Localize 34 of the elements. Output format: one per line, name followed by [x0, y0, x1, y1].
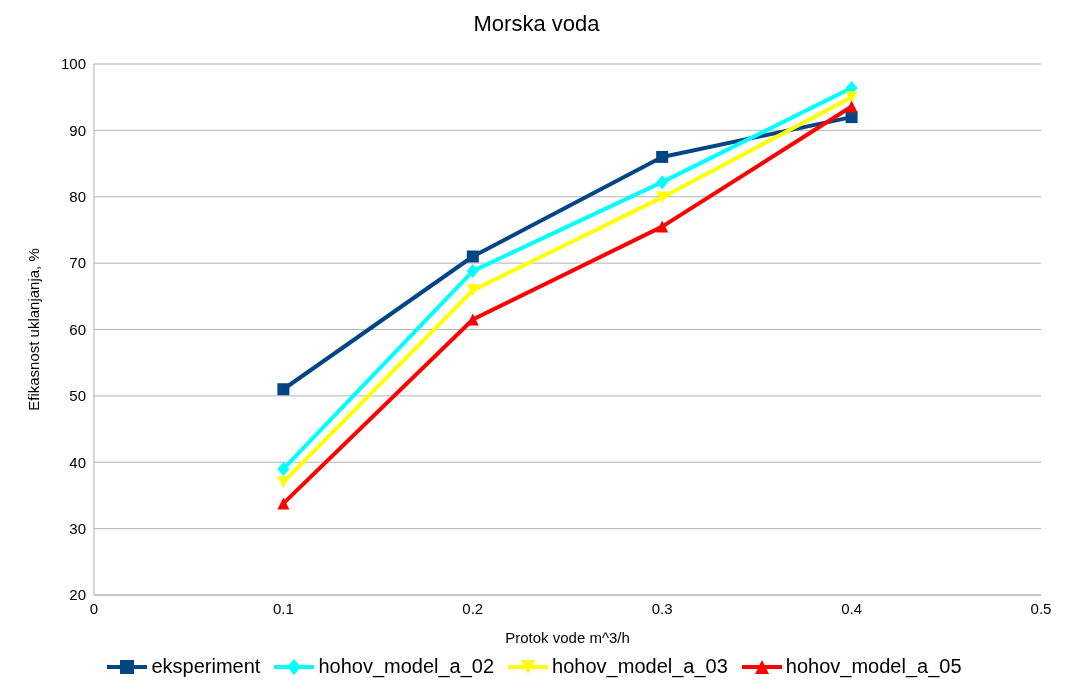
y-tick-label: 90	[69, 121, 86, 139]
legend-label: hohov_model_a_05	[784, 655, 962, 678]
x-tick-label: 0.5	[1030, 599, 1052, 617]
point	[656, 175, 669, 190]
y-tick-label: 30	[69, 519, 86, 537]
x-axis-title: Protok vode m^3/h	[505, 629, 630, 646]
x-tick-label: 0.3	[651, 599, 673, 617]
point	[466, 284, 479, 297]
y-tick-label: 40	[69, 453, 86, 471]
point	[466, 264, 479, 279]
legend-label: hohov_model_a_02	[317, 655, 495, 678]
point	[845, 100, 858, 113]
legend-label: eksperiment	[150, 655, 261, 678]
y-tick-label: 20	[69, 586, 86, 604]
point	[466, 250, 479, 263]
y-tick-label: 60	[69, 320, 86, 338]
legend-label: hohov_model_a_03	[551, 655, 728, 678]
point	[656, 150, 669, 163]
x-tick-label: 0.1	[272, 599, 294, 617]
x-tick-label: 0	[89, 599, 99, 617]
point	[277, 497, 290, 510]
point	[656, 220, 669, 233]
point	[277, 461, 290, 476]
chart-title: Morska voda	[472, 10, 601, 38]
y-tick-label: 80	[69, 188, 86, 206]
y-axis-title: Efikasnost uklanjanja, %	[25, 248, 43, 411]
x-tick-label: 0.4	[841, 599, 863, 617]
y-tick-label: 100	[60, 55, 86, 73]
y-tick-label: 70	[69, 254, 86, 272]
point	[845, 111, 858, 124]
y-tick-label: 50	[69, 387, 86, 405]
point	[277, 383, 290, 396]
x-tick-label: 0.2	[462, 599, 484, 617]
point	[656, 191, 669, 204]
